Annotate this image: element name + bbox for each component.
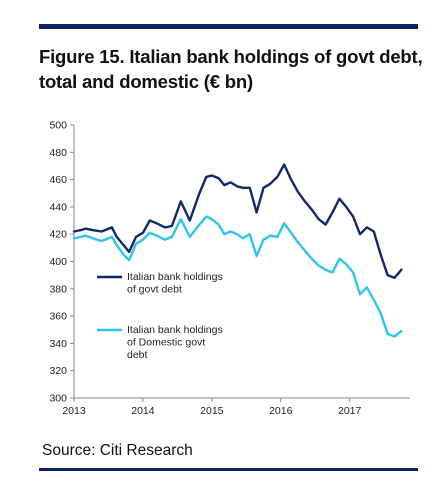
y-tick-label: 460 bbox=[49, 174, 67, 186]
series-line-domestic bbox=[72, 215, 403, 338]
figure-title: Figure 15. Italian bank holdings of govt… bbox=[39, 44, 429, 94]
y-tick-label: 500 bbox=[49, 120, 67, 132]
y-tick-label: 420 bbox=[49, 229, 67, 241]
y-tick-label: 300 bbox=[49, 393, 67, 405]
y-axis: 300 320 340 360 380 400 420 440 460 480 500 bbox=[49, 120, 75, 405]
x-tick-label: 2015 bbox=[200, 405, 224, 417]
x-tick-label: 2016 bbox=[269, 405, 293, 417]
legend-label-line: of govt debt bbox=[127, 284, 182, 296]
x-tick-label: 2014 bbox=[131, 405, 155, 417]
x-tick-label: 2013 bbox=[62, 405, 86, 417]
legend-label-line: Italian bank holdings bbox=[127, 271, 223, 283]
x-axis: 2013 2014 2015 2016 2017 bbox=[62, 397, 410, 417]
y-tick-label: 440 bbox=[49, 201, 67, 213]
series-line-total bbox=[72, 163, 403, 280]
y-tick-label: 360 bbox=[49, 311, 67, 323]
source-note: Source: Citi Research bbox=[42, 442, 193, 459]
title-line-2: total and domestic (€ bn) bbox=[39, 71, 253, 92]
y-tick-label: 480 bbox=[49, 147, 67, 159]
legend-label-line: Italian bank holdings bbox=[127, 324, 223, 336]
bottom-rule bbox=[39, 468, 418, 471]
y-tick-label: 380 bbox=[49, 283, 67, 295]
legend-label-line: of Domestic govt bbox=[127, 337, 205, 349]
y-tick-label: 400 bbox=[49, 256, 67, 268]
y-tick-label: 340 bbox=[49, 338, 67, 350]
y-tick-label: 320 bbox=[49, 365, 67, 377]
title-line-1: Figure 15. Italian bank holdings of govt… bbox=[39, 46, 423, 67]
legend-label-line: debt bbox=[127, 349, 148, 361]
series-lines bbox=[72, 163, 403, 338]
x-tick-label: 2017 bbox=[338, 405, 362, 417]
top-rule bbox=[39, 24, 418, 29]
